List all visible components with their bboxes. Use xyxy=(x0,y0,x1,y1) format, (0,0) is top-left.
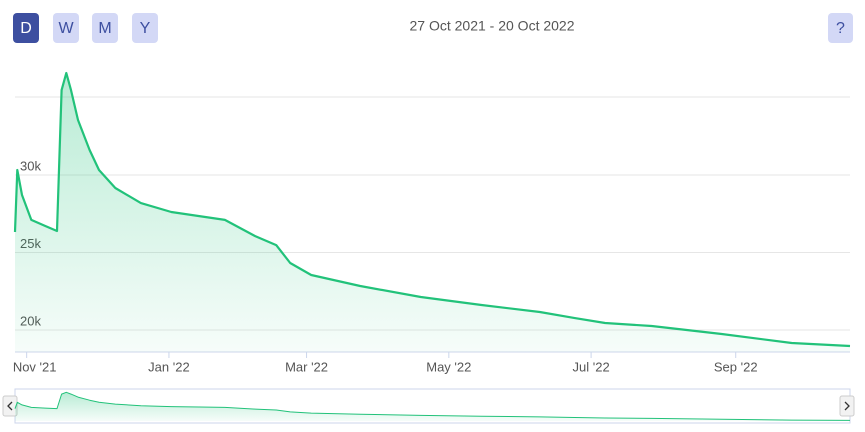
x-tick-label: Sep '22 xyxy=(714,359,758,374)
range-button-label[interactable]: W xyxy=(58,20,74,37)
range-button-label[interactable]: M xyxy=(98,20,111,37)
x-tick-label: Mar '22 xyxy=(285,359,328,374)
y-tick-label: 30k xyxy=(20,158,41,173)
navigator-series-area xyxy=(15,392,850,421)
x-tick-label: Nov '21 xyxy=(13,359,57,374)
arrow-left xyxy=(7,401,13,411)
range-button[interactable] xyxy=(53,13,79,43)
range-button-label[interactable]: D xyxy=(20,20,32,37)
help-button[interactable] xyxy=(828,13,853,43)
navigator-right-handle[interactable] xyxy=(839,395,855,417)
x-tick-label: Jul '22 xyxy=(573,359,610,374)
range-button-label[interactable]: Y xyxy=(140,20,151,37)
series-line xyxy=(13,71,851,348)
navigator-series-line xyxy=(14,391,851,421)
arrow-right xyxy=(844,401,850,411)
help-button-label[interactable]: ? xyxy=(836,20,845,37)
range-button[interactable] xyxy=(13,13,39,43)
navigator-left-handle[interactable] xyxy=(2,395,18,417)
x-tick-label: May '22 xyxy=(426,359,471,374)
date-range: 27 Oct 2021 - 20 Oct 2022 xyxy=(410,18,575,34)
series-area xyxy=(15,73,850,352)
range-button[interactable] xyxy=(132,13,158,43)
x-tick-label: Jan '22 xyxy=(148,359,190,374)
range-button[interactable] xyxy=(92,13,118,43)
